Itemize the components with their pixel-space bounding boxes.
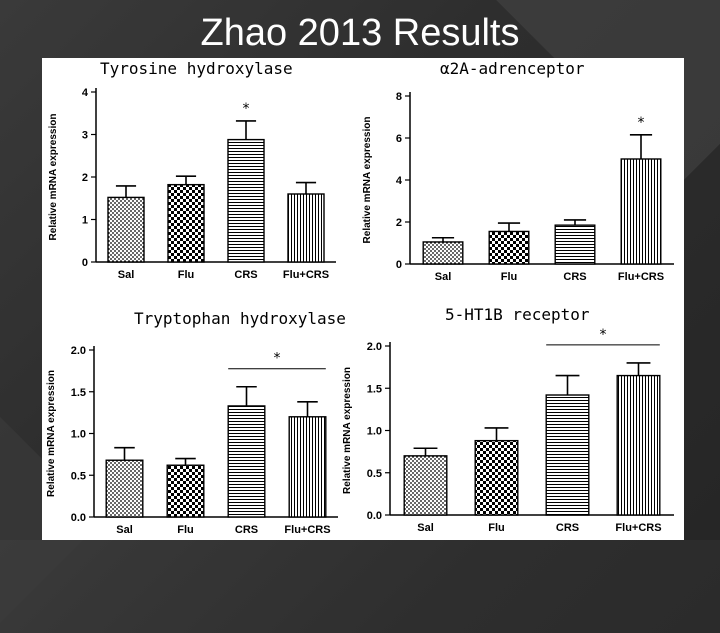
x-tick-label: CRS [556,522,579,534]
chart-title: 5-HT1B receptor [445,305,590,324]
y-tick-label: 2.0 [71,345,86,357]
y-tick-label: 3 [82,130,88,142]
significance-marker: * [274,351,281,367]
chart-title: Tryptophan hydroxylase [134,309,346,328]
bar-flu [474,439,519,516]
bar-flu-crs [620,158,662,265]
x-tick-label: Sal [417,522,434,534]
x-tick-label: Flu+CRS [283,269,329,281]
bar-sal [105,459,144,518]
x-tick-label: Flu [488,522,505,534]
slide-title: Zhao 2013 Results [200,12,520,54]
significance-marker: * [243,101,250,117]
x-tick-label: CRS [563,271,586,283]
y-tick-label: 2 [82,172,88,184]
y-tick-label: 1.5 [367,383,382,395]
x-tick-label: Flu+CRS [284,524,330,536]
bar-flu-crs [616,374,661,516]
y-tick-label: 0.0 [367,510,382,522]
subplot-1: Tyrosine hydroxylase Relative mRNA expres… [48,59,336,281]
bar-crs [554,224,596,265]
y-tick-label: 0 [396,259,402,271]
bar-flu-crs [288,416,327,518]
y-tick-label: 2 [396,217,402,229]
significance-marker: * [600,327,607,343]
bar-sal [422,241,464,265]
y-tick-label: 1 [82,215,88,227]
x-tick-label: CRS [234,269,257,281]
y-tick-label: 0.5 [367,468,382,480]
y-tick-label: 4 [396,175,403,187]
bar-flu [166,464,205,518]
x-tick-label: Flu+CRS [618,271,664,283]
y-tick-label: 0.0 [71,512,86,524]
y-tick-label: 0.5 [71,470,86,482]
bar-crs [227,138,265,263]
y-tick-label: 1.0 [367,426,382,438]
y-tick-label: 1.5 [71,387,86,399]
subplot-3: Tryptophan hydroxylase Relative mRNA expr… [46,309,346,536]
chart-title: Tyrosine hydroxylase [100,59,293,78]
chart-figure: Tyrosine hydroxylase Relative mRNA expres… [46,59,674,536]
y-tick-label: 4 [82,87,89,99]
subplot-2: α2A-adrenceptor Relative mRNA expression 0… [362,59,674,283]
bar-sal [403,455,448,516]
y-axis-label: Relative mRNA expression [362,117,373,244]
x-tick-label: CRS [235,524,258,536]
chart-title: α2A-adrenceptor [440,59,585,78]
bar-flu-crs [287,193,325,263]
y-tick-label: 8 [396,91,402,103]
bar-flu [167,183,205,263]
y-axis-label: Relative mRNA expression [46,370,57,497]
y-axis-label: Relative mRNA expression [342,367,353,494]
bar-flu [488,230,530,265]
figure-panel: Tyrosine hydroxylase Relative mRNA expres… [42,58,684,540]
subplot-4: 5-HT1B receptor Relative mRNA expression 0… [342,305,674,534]
y-tick-label: 2.0 [367,341,382,353]
significance-marker: * [638,115,645,131]
x-tick-label: Flu [178,269,195,281]
x-tick-label: Flu [501,271,518,283]
y-tick-label: 0 [82,257,88,269]
bar-crs [545,394,590,516]
x-tick-label: Flu+CRS [615,522,661,534]
y-tick-label: 6 [396,133,402,145]
bar-sal [107,196,145,263]
y-axis-label: Relative mRNA expression [48,114,59,241]
x-tick-label: Flu [177,524,194,536]
bar-crs [227,405,266,518]
x-tick-label: Sal [435,271,452,283]
x-tick-label: Sal [118,269,135,281]
x-tick-label: Sal [116,524,133,536]
y-tick-label: 1.0 [71,429,86,441]
